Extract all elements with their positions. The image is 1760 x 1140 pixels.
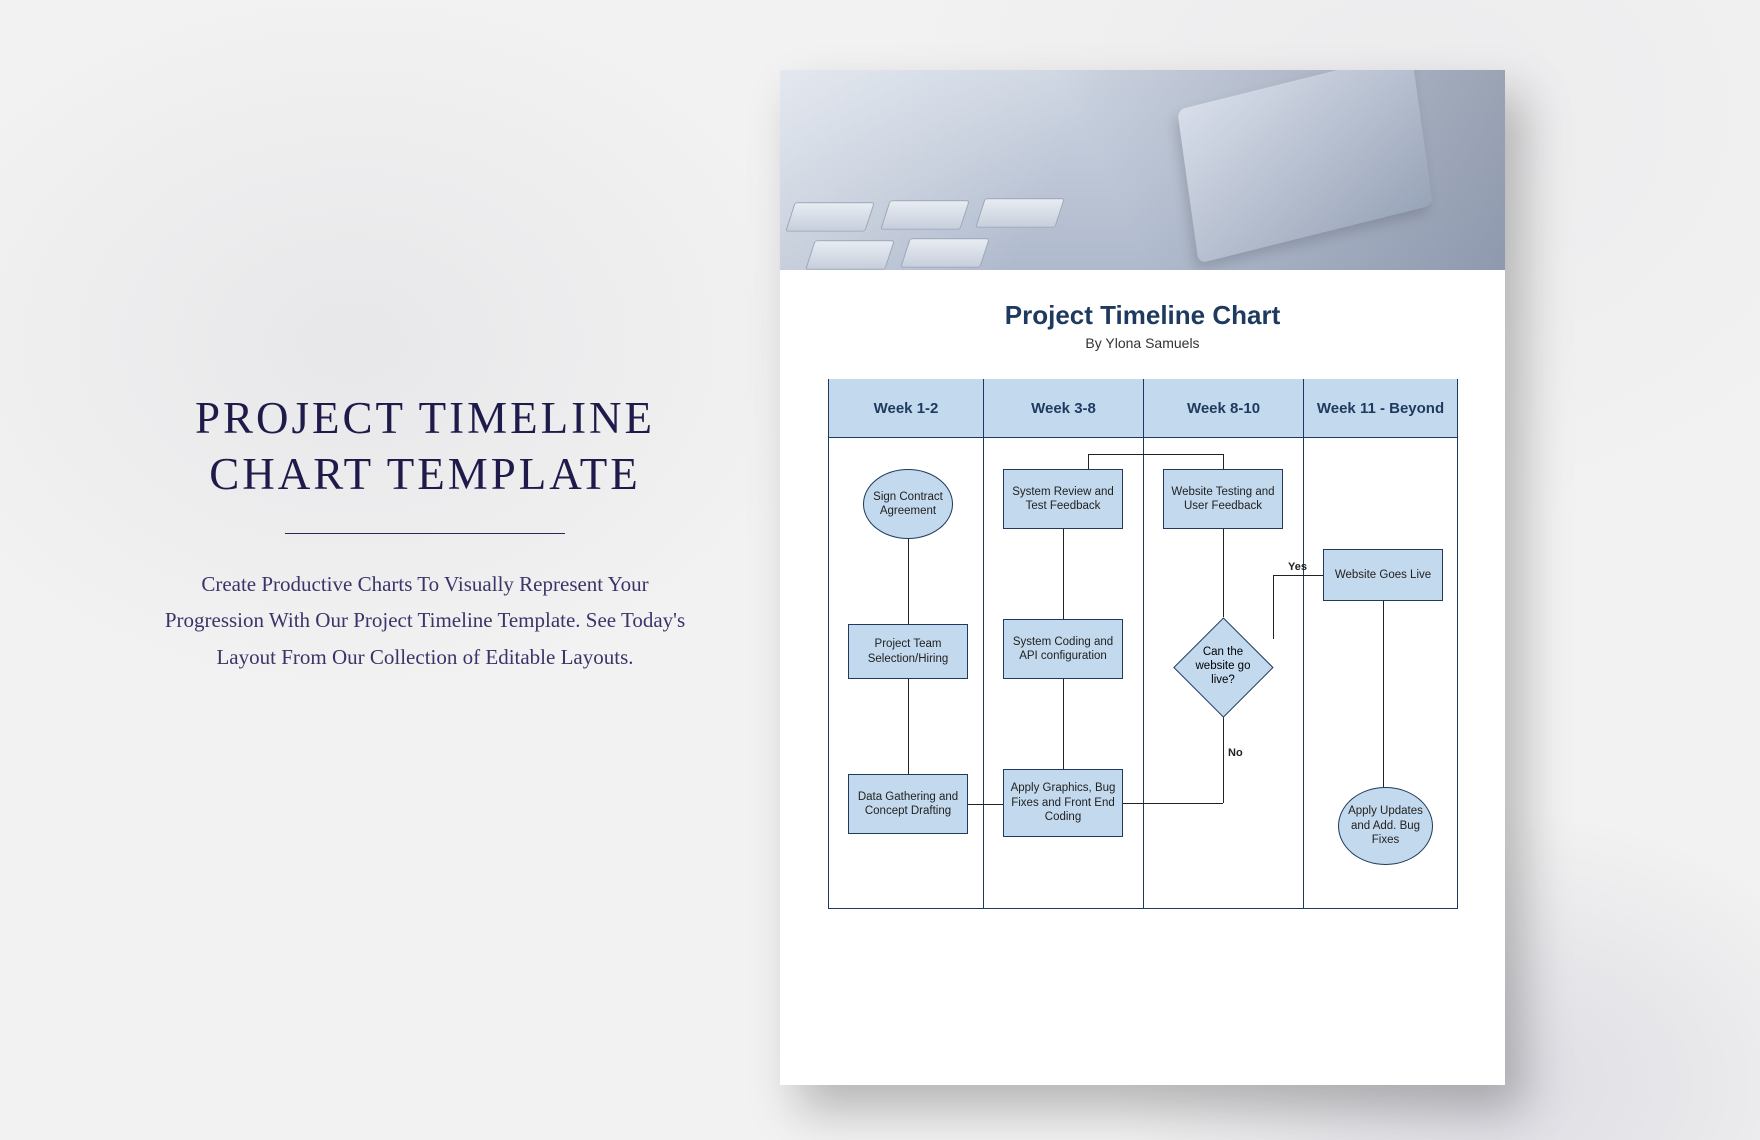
connector: [1088, 454, 1223, 455]
swimlane-divider: [1303, 379, 1304, 909]
credit-card-graphic: [1177, 70, 1433, 263]
swimlane-divider: [983, 379, 984, 909]
flowchart-border: [1457, 379, 1458, 909]
flowchart-border: [828, 379, 829, 909]
connector: [1223, 529, 1224, 617]
swimlane-header: Week 3-8: [984, 379, 1143, 437]
connector: [1223, 454, 1224, 469]
keyboard-key-graphic: [975, 198, 1065, 227]
connector: [1063, 529, 1064, 619]
flowchart-process-node: Website Testing and User Feedback: [1163, 469, 1283, 529]
flowchart-process-node: Data Gathering and Concept Drafting: [848, 774, 968, 834]
flowchart-terminal-node: Sign Contract Agreement: [863, 469, 953, 539]
connector: [1063, 679, 1064, 769]
title-line-1: PROJECT TIMELINE: [195, 393, 655, 443]
swimlane-header: Week 11 - Beyond: [1304, 379, 1457, 437]
keyboard-key-graphic: [900, 238, 990, 267]
left-panel: PROJECT TIMELINE CHART TEMPLATE Create P…: [155, 390, 695, 676]
flowchart-decision-node: Can the website go live?: [1173, 617, 1273, 717]
connector: [1273, 575, 1274, 639]
keyboard-key-graphic: [805, 240, 895, 269]
page-title: PROJECT TIMELINE CHART TEMPLATE: [155, 390, 695, 503]
connector: [1123, 803, 1223, 804]
swimlane-header: Week 1-2: [829, 379, 983, 437]
document-hero-image: [780, 70, 1505, 270]
flowchart-process-node: System Review and Test Feedback: [1003, 469, 1123, 529]
flowchart-node-label: Can the website go live?: [1173, 617, 1273, 717]
document-byline: By Ylona Samuels: [828, 335, 1457, 351]
title-line-2: CHART TEMPLATE: [209, 449, 640, 499]
flowchart-process-node: Apply Graphics, Bug Fixes and Front End …: [1003, 769, 1123, 837]
connector: [908, 679, 909, 774]
decision-branch-label: Yes: [1288, 561, 1307, 573]
connector: [1383, 601, 1384, 787]
connector: [1223, 717, 1224, 803]
title-divider: [285, 533, 565, 534]
connector: [968, 804, 1003, 805]
swimlane-header: Week 8-10: [1144, 379, 1303, 437]
document-title: Project Timeline Chart: [828, 300, 1457, 331]
flowchart: Week 1-2 Week 3-8 Week 8-10 Week 11 - Be…: [828, 379, 1458, 909]
flowchart-process-node: Project Team Selection/Hiring: [848, 624, 968, 679]
flowchart-process-node: System Coding and API configuration: [1003, 619, 1123, 679]
keyboard-key-graphic: [880, 200, 970, 229]
connector: [1088, 454, 1089, 469]
connector: [908, 539, 909, 624]
keyboard-key-graphic: [785, 202, 875, 231]
flowchart-process-node: Website Goes Live: [1323, 549, 1443, 601]
decision-branch-label: No: [1228, 747, 1243, 759]
page-description: Create Productive Charts To Visually Rep…: [155, 566, 695, 676]
flowchart-terminal-node: Apply Updates and Add. Bug Fixes: [1338, 787, 1433, 865]
document-body: Project Timeline Chart By Ylona Samuels …: [780, 270, 1505, 909]
document-preview-card: Project Timeline Chart By Ylona Samuels …: [780, 70, 1505, 1085]
swimlane-divider: [1143, 379, 1144, 909]
